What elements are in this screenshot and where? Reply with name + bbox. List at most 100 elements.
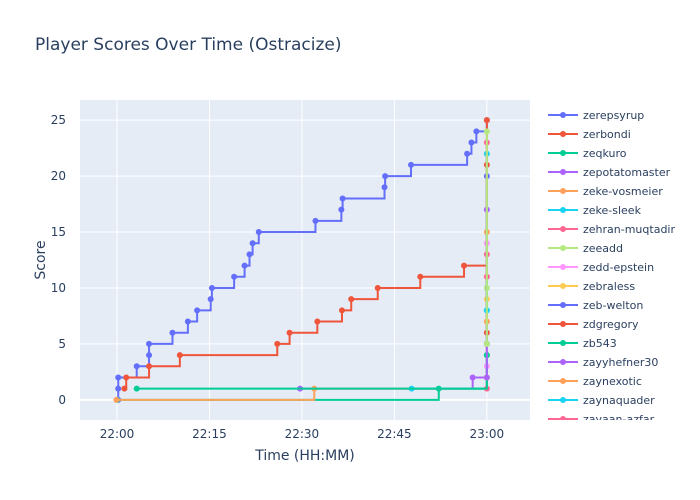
legend-swatch-marker bbox=[560, 340, 566, 346]
data-point[interactable] bbox=[339, 195, 346, 202]
legend-item[interactable]: zehran-muqtadir bbox=[548, 223, 675, 236]
legend-swatch-marker bbox=[560, 245, 566, 251]
chart-title: Player Scores Over Time (Ostracize) bbox=[35, 35, 342, 55]
legend-swatch-marker bbox=[560, 302, 566, 308]
data-point[interactable] bbox=[207, 296, 214, 303]
legend-swatch-marker bbox=[560, 416, 566, 420]
legend-label: zeke-vosmeier bbox=[583, 185, 663, 198]
y-tick-label: 10 bbox=[51, 281, 66, 295]
data-point[interactable] bbox=[312, 217, 319, 224]
data-point[interactable] bbox=[338, 206, 345, 213]
data-point[interactable] bbox=[176, 352, 183, 359]
legend-label: zeb-welton bbox=[583, 299, 643, 312]
legend-item[interactable]: zeeadd bbox=[548, 242, 623, 255]
data-point[interactable] bbox=[483, 340, 490, 347]
data-point[interactable] bbox=[473, 128, 480, 135]
legend-item[interactable]: zepotatomaster bbox=[548, 166, 671, 179]
data-point[interactable] bbox=[241, 262, 248, 269]
data-point[interactable] bbox=[184, 318, 191, 325]
legend-item[interactable]: zerbondi bbox=[548, 128, 631, 141]
x-tick-label: 22:30 bbox=[285, 427, 320, 441]
legend-item[interactable]: zeqkuro bbox=[548, 147, 627, 160]
legend-label: zeqkuro bbox=[583, 147, 627, 160]
y-tick-label: 5 bbox=[58, 337, 66, 351]
legend-label: zebraless bbox=[583, 280, 635, 293]
data-point[interactable] bbox=[314, 318, 321, 325]
data-point[interactable] bbox=[123, 374, 130, 381]
data-point[interactable] bbox=[483, 128, 490, 135]
legend-swatch-marker bbox=[560, 207, 566, 213]
data-point[interactable] bbox=[374, 284, 381, 291]
axis-ticks: 22:00 22:15 22:30 22:45 23:00 0 5 10 15 20 25 bbox=[51, 113, 504, 441]
data-point[interactable] bbox=[468, 139, 475, 146]
x-tick-label: 22:15 bbox=[192, 427, 227, 441]
data-point[interactable] bbox=[338, 307, 345, 314]
data-point[interactable] bbox=[246, 251, 253, 258]
series-layer bbox=[113, 117, 490, 403]
data-point[interactable] bbox=[113, 396, 120, 403]
data-point[interactable] bbox=[382, 173, 389, 180]
legend-item[interactable]: zaynaquader bbox=[548, 394, 655, 407]
data-point[interactable] bbox=[408, 161, 415, 168]
legend-label: zayaan-azfar bbox=[583, 413, 655, 426]
legend-label: zerbondi bbox=[583, 128, 631, 141]
legend-label: zaynaquader bbox=[583, 394, 655, 407]
data-point[interactable] bbox=[115, 374, 122, 381]
data-point[interactable] bbox=[194, 307, 201, 314]
legend-swatch-marker bbox=[560, 188, 566, 194]
data-point[interactable] bbox=[417, 273, 424, 280]
legend-label: zaynexotic bbox=[583, 375, 642, 388]
y-tick-label: 25 bbox=[51, 113, 66, 127]
data-point[interactable] bbox=[133, 363, 140, 370]
data-point[interactable] bbox=[133, 385, 140, 392]
x-tick-label: 23:00 bbox=[470, 427, 505, 441]
legend-swatch-marker bbox=[560, 150, 566, 156]
legend-swatch-marker bbox=[560, 321, 566, 327]
legend-swatch-marker bbox=[560, 226, 566, 232]
data-point[interactable] bbox=[146, 352, 153, 359]
data-point[interactable] bbox=[249, 240, 256, 247]
y-tick-label: 20 bbox=[51, 169, 66, 183]
x-tick-label: 22:00 bbox=[100, 427, 135, 441]
legend-item[interactable]: zeke-vosmeier bbox=[548, 185, 663, 198]
legend-item[interactable]: zdgregory bbox=[548, 318, 639, 331]
legend-item[interactable]: zaynexotic bbox=[548, 375, 642, 388]
legend-item[interactable]: zayyhefner30 bbox=[548, 356, 658, 369]
legend-label: zeke-sleek bbox=[583, 204, 642, 217]
legend-item[interactable]: zb543 bbox=[548, 337, 617, 350]
data-point[interactable] bbox=[255, 229, 262, 236]
legend-item[interactable]: zayaan-azfar bbox=[548, 413, 655, 426]
legend[interactable]: zerepsyrup zerbondi zeqkuro zepotatomaster z… bbox=[548, 109, 675, 441]
data-point[interactable] bbox=[483, 117, 490, 124]
legend-swatch-marker bbox=[560, 264, 566, 270]
legend-swatch-marker bbox=[560, 169, 566, 175]
data-point[interactable] bbox=[121, 385, 128, 392]
legend-item[interactable]: zedd-epstein bbox=[548, 261, 654, 274]
x-axis-title: Time (HH:MM) bbox=[254, 448, 355, 464]
legend-item[interactable]: zerepsyrup bbox=[548, 109, 644, 122]
data-point[interactable] bbox=[464, 150, 471, 157]
data-point[interactable] bbox=[286, 329, 293, 336]
data-point[interactable] bbox=[146, 340, 153, 347]
data-point[interactable] bbox=[381, 184, 388, 191]
data-point[interactable] bbox=[208, 284, 215, 291]
data-point[interactable] bbox=[274, 340, 281, 347]
data-point[interactable] bbox=[169, 329, 176, 336]
data-point[interactable] bbox=[115, 385, 122, 392]
legend-swatch-marker bbox=[560, 359, 566, 365]
legend-swatch-marker bbox=[560, 378, 566, 384]
data-point[interactable] bbox=[231, 273, 238, 280]
legend-label: zdgregory bbox=[583, 318, 639, 331]
data-point[interactable] bbox=[461, 262, 468, 269]
data-point[interactable] bbox=[146, 363, 153, 370]
legend-item[interactable]: zeke-sleek bbox=[548, 204, 642, 217]
legend-label: zeeadd bbox=[583, 242, 623, 255]
legend-label: zepotatomaster bbox=[583, 166, 671, 179]
legend-label: zedd-epstein bbox=[583, 261, 654, 274]
data-point[interactable] bbox=[469, 374, 476, 381]
data-point[interactable] bbox=[348, 296, 355, 303]
legend-item[interactable]: zeb-welton bbox=[548, 299, 643, 312]
legend-item[interactable]: zebraless bbox=[548, 280, 635, 293]
legend-swatch-marker bbox=[560, 112, 566, 118]
data-point[interactable] bbox=[483, 374, 490, 381]
